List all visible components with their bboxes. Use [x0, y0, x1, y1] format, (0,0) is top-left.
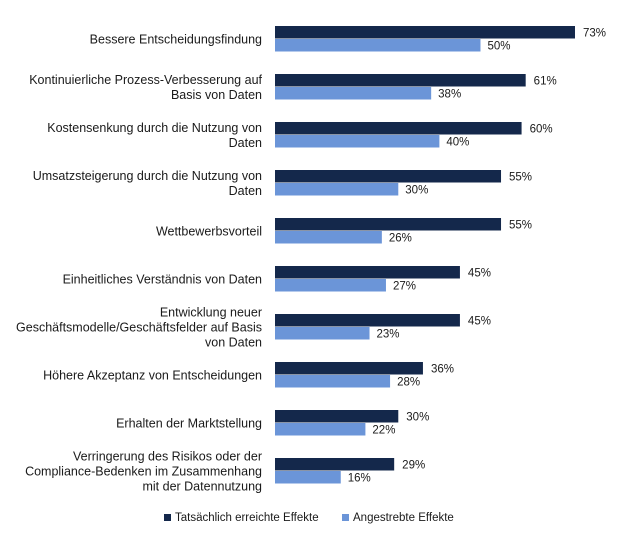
legend-swatch [342, 514, 349, 521]
bar-achieved [275, 122, 522, 135]
bar-targeted [275, 39, 481, 52]
category-label: Einheitliches Verständnis von Daten [63, 273, 262, 287]
category-labels: Bessere Entscheidungsfindung Kontinuierli… [16, 33, 262, 494]
value-label: 30% [405, 185, 428, 197]
value-label: 28% [397, 377, 420, 389]
legend: Tatsächlich erreichte Effekte Angestrebte… [164, 512, 454, 524]
value-label: 29% [402, 460, 425, 472]
legend-label: Tatsächlich erreichte Effekte [175, 512, 319, 524]
category-label: Höhere Akzeptanz von Entscheidungen [43, 369, 262, 383]
value-label: 60% [530, 124, 553, 136]
value-label: 45% [468, 268, 491, 280]
bar-targeted [275, 135, 440, 148]
value-label: 36% [431, 364, 454, 376]
bar-targeted [275, 471, 341, 484]
value-label: 23% [377, 329, 400, 341]
bar-achieved [275, 170, 502, 183]
value-label: 38% [438, 89, 461, 101]
value-label: 73% [583, 28, 606, 40]
value-label: 40% [446, 137, 469, 149]
bars [275, 26, 575, 484]
bar-targeted [275, 279, 386, 292]
value-label: 45% [468, 316, 491, 328]
bar-targeted [275, 183, 399, 196]
value-label: 22% [372, 425, 395, 437]
value-label: 27% [393, 281, 416, 293]
bar-achieved [275, 266, 460, 279]
value-label: 30% [406, 412, 429, 424]
value-label: 26% [389, 233, 412, 245]
category-label: Entwicklung neuer Geschäftsmodelle/Geschä… [16, 306, 262, 350]
category-label: Wettbewerbsvorteil [156, 225, 262, 239]
value-label: 55% [509, 220, 532, 232]
category-label: Umsatzsteigerung durch die Nutzung von Da… [33, 169, 262, 198]
bar-achieved [275, 458, 395, 471]
category-label: Kostensenkung durch die Nutzung von Daten [47, 121, 262, 150]
bar-achieved [275, 26, 575, 39]
category-label: Verringerung des Risikos oder der Complia… [25, 450, 262, 494]
category-label: Kontinuierliche Prozess-Verbesserung auf… [29, 73, 262, 102]
bar-achieved [275, 74, 526, 87]
bar-targeted [275, 423, 366, 436]
bar-targeted [275, 375, 391, 388]
bar-achieved [275, 362, 423, 375]
value-label: 50% [487, 41, 510, 53]
value-label: 55% [509, 172, 532, 184]
category-label: Erhalten der Marktstellung [116, 417, 262, 431]
legend-swatch [164, 514, 171, 521]
value-label: 16% [348, 473, 371, 485]
bar-targeted [275, 327, 370, 340]
bar-achieved [275, 218, 502, 231]
bar-achieved [275, 314, 460, 327]
bar-targeted [275, 231, 382, 244]
bar-targeted [275, 87, 432, 100]
category-label: Bessere Entscheidungsfindung [90, 33, 262, 47]
legend-label: Angestrebte Effekte [353, 512, 454, 524]
value-labels: 73% 50% 61% 38% 60% 40% 55% 30% 55% 26% 45% 27% 45% 2… [348, 28, 606, 485]
value-label: 61% [534, 76, 557, 88]
bar-achieved [275, 410, 399, 423]
